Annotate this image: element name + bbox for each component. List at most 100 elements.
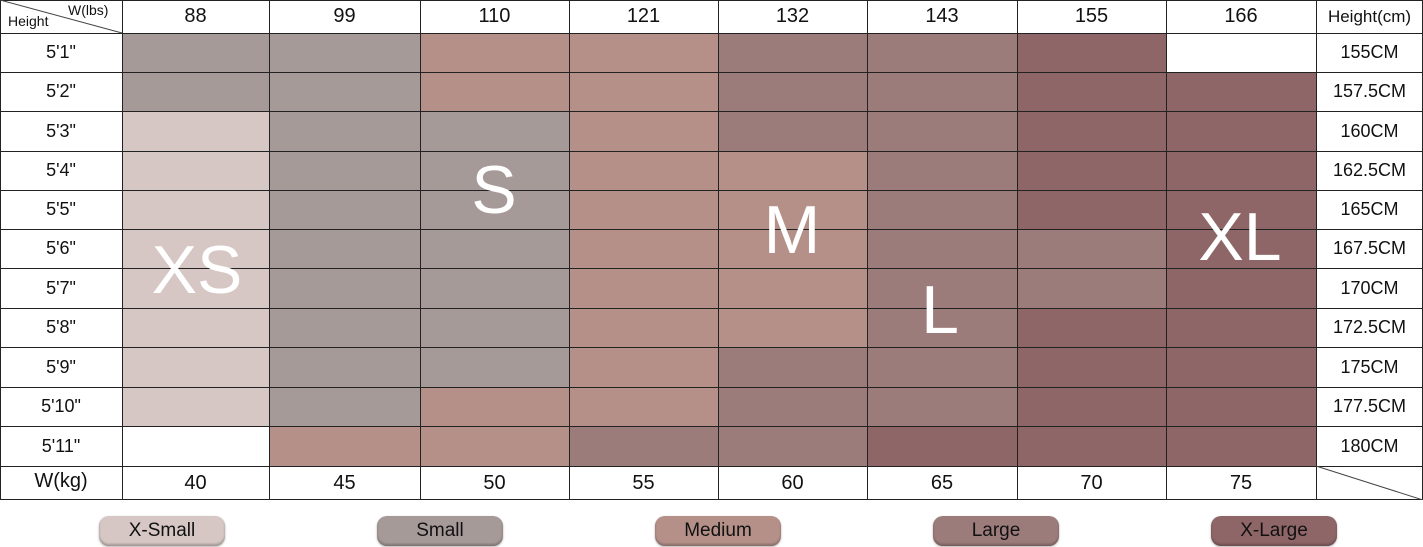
size-cell [269, 111, 420, 151]
grid-vline [1166, 0, 1167, 500]
grid-hline [0, 190, 1423, 191]
size-cell [269, 229, 420, 268]
grid-vline [718, 0, 719, 500]
size-cell [867, 426, 1017, 466]
height-ft-label: 5'10" [41, 396, 81, 416]
size-cell [718, 151, 867, 190]
weight-kg-value: 50 [483, 471, 506, 494]
size-cell [122, 268, 269, 308]
size-cell [867, 347, 1017, 387]
height-ft-label: 5'1" [46, 42, 76, 62]
size-cell [122, 72, 269, 111]
size-cell [867, 151, 1017, 190]
size-cell [718, 308, 867, 347]
grid-vline [569, 0, 570, 500]
weight-kg-value: 55 [632, 471, 655, 494]
height-cm-label: 167.5CM [1332, 238, 1407, 258]
height-cm-label: 162.5CM [1332, 160, 1407, 180]
size-zone-label: XS [151, 232, 243, 308]
size-cell [420, 72, 569, 111]
height-cm-label: 157.5CM [1332, 81, 1407, 101]
weight-kg-label: W(kg) [34, 469, 88, 492]
height-cm-label: 177.5CM [1332, 396, 1407, 416]
grid-hline [0, 0, 1423, 1]
size-cell [269, 190, 420, 229]
size-cell [867, 229, 1017, 268]
size-cell [1017, 111, 1166, 151]
height-ft-label: 5'2" [46, 81, 76, 101]
grid-vline [122, 0, 123, 500]
size-cell [1017, 33, 1166, 72]
height-cm-label: 160CM [1340, 120, 1399, 141]
size-cell [122, 33, 269, 72]
size-cell [1166, 347, 1316, 387]
grid-vline [867, 0, 868, 500]
size-cell [122, 387, 269, 426]
grid-hline [0, 111, 1423, 112]
size-cell [867, 111, 1017, 151]
grid-hline [0, 347, 1423, 348]
size-cell [269, 33, 420, 72]
size-cell [569, 387, 718, 426]
size-cell [1017, 308, 1166, 347]
size-cell [420, 347, 569, 387]
diagonal-divider [0, 0, 123, 34]
size-zone-label: L [921, 272, 959, 348]
weight-lbs-header: 99 [333, 5, 356, 27]
size-cell [1166, 387, 1316, 426]
size-cell [569, 229, 718, 268]
height-ft-label: 5'3" [46, 120, 76, 141]
grid-vline [420, 0, 421, 500]
size-chart-table: W(lbs) Height Height(cm) 88 99 110 121 132 143 15… [0, 0, 1423, 500]
size-cell [867, 387, 1017, 426]
size-cell [269, 308, 420, 347]
size-cell [569, 308, 718, 347]
weight-lbs-header: 110 [478, 5, 511, 27]
size-cell [269, 151, 420, 190]
legend-item-large: Large [933, 516, 1059, 546]
size-cell [420, 387, 569, 426]
size-cell [867, 33, 1017, 72]
size-cell [269, 268, 420, 308]
size-cell [269, 426, 420, 466]
corner-weight-label: W(lbs) [68, 2, 109, 18]
size-cell [122, 111, 269, 151]
size-cell [569, 426, 718, 466]
weight-kg-value: 60 [781, 471, 804, 494]
size-cell [718, 72, 867, 111]
size-cell [420, 33, 569, 72]
size-cell [420, 308, 569, 347]
size-cell [122, 308, 269, 347]
grid-hline [0, 499, 1423, 500]
height-ft-label: 5'8" [46, 317, 76, 337]
size-cell [122, 347, 269, 387]
size-cell [569, 268, 718, 308]
size-cell [718, 347, 867, 387]
weight-lbs-header: 143 [925, 5, 959, 27]
weight-kg-value: 75 [1229, 471, 1253, 494]
size-cell [718, 229, 867, 268]
size-cell [1166, 33, 1316, 72]
height-cm-label: 172.5CM [1332, 317, 1407, 337]
height-cm-label: 155CM [1340, 42, 1399, 62]
grid-hline [0, 426, 1423, 427]
size-cell [1017, 268, 1166, 308]
grid-vline [1017, 0, 1018, 500]
size-cell [269, 347, 420, 387]
weight-lbs-header: 155 [1074, 5, 1109, 27]
diagonal-lines [0, 0, 1423, 500]
size-cell [718, 426, 867, 466]
size-cell [867, 190, 1017, 229]
grid-vline [269, 0, 270, 500]
size-cell [1166, 426, 1316, 466]
size-cell [1166, 111, 1316, 151]
size-cell [718, 268, 867, 308]
size-cell [122, 190, 269, 229]
size-cell [1017, 387, 1166, 426]
size-cell [420, 151, 569, 190]
height-ft-label: 5'7" [46, 277, 76, 298]
size-cell [867, 268, 1017, 308]
weight-lbs-header: 88 [184, 5, 207, 27]
grid-hline [0, 33, 1423, 34]
size-cell [569, 347, 718, 387]
